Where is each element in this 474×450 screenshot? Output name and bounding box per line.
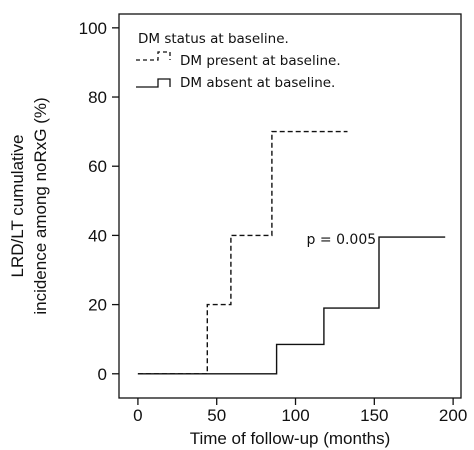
plot-frame [118, 13, 462, 399]
legend-title: DM status at baseline. [138, 31, 289, 47]
series-line-dm-absent [137, 236, 446, 375]
legend-label-dm-present: DM present at baseline. [180, 53, 341, 69]
y-tick-label: 100 [79, 19, 107, 38]
x-tick-label: 150 [360, 406, 388, 425]
series-group [137, 130, 446, 375]
y-tick-label: 40 [88, 226, 107, 245]
y-axis-label-line-2: incidence among noRxG (%) [31, 97, 50, 314]
series-line-dm-present [137, 130, 348, 375]
legend-swatch-dm-present [136, 51, 171, 61]
y-tick-label: 0 [98, 365, 107, 384]
legend: DM status at baseline. DM present at bas… [136, 31, 341, 91]
y-tick-label: 80 [88, 88, 107, 107]
legend-swatch-dm-absent [136, 78, 171, 88]
y-tick-label: 60 [88, 157, 107, 176]
tick-group: 0 50 100 150 200 0 20 40 60 80 100 [79, 19, 468, 425]
legend-label-dm-absent: DM absent at baseline. [180, 75, 335, 91]
x-tick-label: 100 [281, 406, 309, 425]
x-tick-label: 50 [207, 406, 226, 425]
x-tick-label: 200 [439, 406, 467, 425]
x-tick-label: 0 [133, 406, 142, 425]
p-value-annotation: p = 0.005 [307, 232, 377, 248]
y-tick-label: 20 [88, 296, 107, 315]
x-axis-label: Time of follow-up (months) [190, 429, 391, 448]
y-axis-label-line-1: LRD/LT cumulative [8, 135, 27, 278]
